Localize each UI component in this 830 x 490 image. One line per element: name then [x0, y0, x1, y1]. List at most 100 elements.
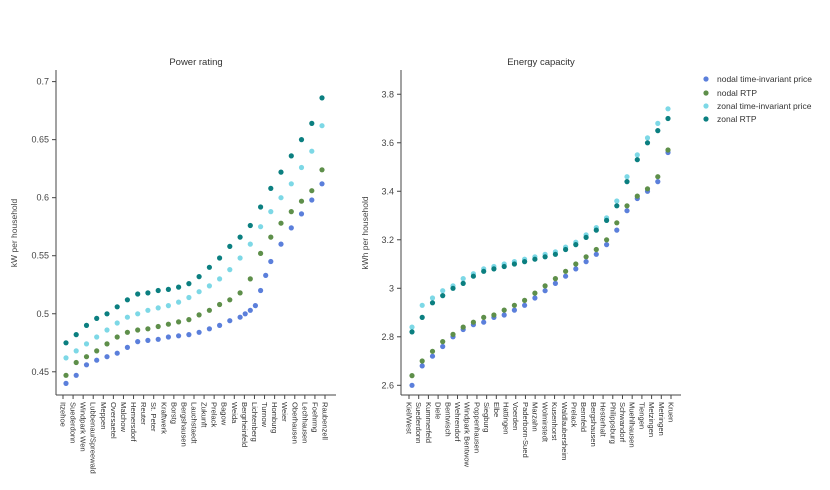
data-point	[165, 334, 171, 340]
data-point	[644, 186, 651, 192]
data-point	[114, 334, 120, 340]
energy-capacity-series-nodal-time-invariant-price	[409, 149, 671, 388]
data-point	[532, 256, 538, 262]
data-point	[155, 287, 161, 294]
x-tick-label: Foehrmg	[310, 402, 319, 432]
data-point	[655, 174, 661, 180]
data-point	[419, 363, 425, 369]
x-tick-label: Kiel/West	[405, 402, 414, 435]
data-point	[135, 291, 141, 297]
legend-marker	[703, 116, 709, 122]
energy-capacity-y-ticks: 2.6 2.8 3 3.2 3.4 3.6 3.8	[381, 89, 401, 390]
data-point	[624, 203, 630, 209]
y-tick-label: 0.45	[31, 367, 49, 377]
data-point	[196, 274, 202, 280]
data-point	[319, 181, 325, 187]
data-point	[206, 307, 212, 313]
data-point	[165, 286, 171, 292]
data-point	[440, 339, 446, 345]
energy-capacity-ylabel: kWh per household	[360, 196, 370, 270]
legend-item-zonal-time-invariant[interactable]: zonal time-invariant price	[703, 101, 812, 111]
data-point	[583, 259, 589, 265]
x-tick-label: Lubbenau/Spreewald	[89, 402, 98, 474]
data-point	[532, 290, 538, 296]
data-point	[124, 344, 130, 350]
legend-item-zonal-rtp[interactable]: zonal RTP	[703, 114, 757, 124]
data-point	[419, 314, 425, 320]
data-point	[217, 322, 223, 328]
x-tick-label: Elbe	[492, 402, 501, 417]
x-tick-label: Kraftwerk	[159, 402, 168, 434]
x-tick-label: Bergshausen	[179, 402, 188, 447]
x-tick-label: Malchow	[119, 402, 128, 432]
data-point	[604, 237, 610, 243]
data-point	[73, 359, 79, 366]
data-point	[460, 276, 466, 282]
data-point	[665, 115, 671, 122]
data-point	[309, 120, 315, 126]
data-point	[319, 123, 325, 129]
data-point	[196, 329, 202, 335]
x-tick-label: Wehrendorf	[453, 402, 462, 442]
x-tick-label: Prelack	[569, 402, 578, 428]
x-tick-label: Lechhausen	[300, 402, 309, 443]
data-point	[242, 311, 248, 317]
data-point	[665, 147, 671, 153]
data-point	[124, 314, 130, 320]
data-point	[450, 331, 456, 337]
data-point	[481, 314, 487, 320]
data-point	[206, 283, 212, 289]
data-point	[604, 242, 610, 248]
data-point	[252, 303, 258, 309]
data-point	[145, 290, 151, 296]
x-tick-label: Oversaetel	[109, 402, 118, 439]
data-point	[278, 169, 284, 175]
data-point	[114, 320, 120, 326]
power-rating-ylabel: kW per household	[9, 198, 19, 267]
data-point	[298, 164, 305, 171]
data-point	[268, 234, 274, 240]
energy-capacity-title: Energy capacity	[507, 57, 575, 68]
data-point	[94, 348, 100, 354]
power-rating-points	[63, 95, 325, 386]
x-tick-label: Hemersdorf	[129, 402, 138, 443]
data-point	[124, 329, 130, 335]
data-point	[94, 357, 100, 363]
data-point	[288, 209, 294, 215]
legend-item-nodal-rtp[interactable]: nodal RTP	[703, 88, 757, 98]
x-tick-label: Poppenhausen	[472, 402, 481, 453]
power-rating-series-zonal-time-invariant-price	[63, 123, 325, 361]
y-tick-label: 0.5	[36, 309, 49, 319]
data-point	[227, 267, 233, 273]
x-tick-label: Schwandorf	[618, 402, 627, 443]
data-point	[511, 302, 517, 308]
data-point	[573, 261, 579, 267]
data-point	[634, 152, 640, 158]
data-point	[481, 268, 487, 274]
x-tick-label: Siegburg	[482, 402, 491, 432]
data-point	[460, 280, 466, 286]
data-point	[563, 268, 569, 274]
energy-capacity-x-ticks: Kiel/West Suederdonn Kummerfeld Diele Bentwi…	[405, 395, 676, 468]
legend-item-nodal-time-invariant[interactable]: nodal time-invariant price	[703, 74, 812, 84]
data-point	[263, 272, 269, 278]
x-tick-label: Lichtenberg	[250, 402, 259, 442]
data-point	[624, 208, 630, 214]
y-tick-label: 0.65	[31, 135, 49, 145]
data-point	[73, 332, 79, 338]
data-point	[176, 284, 182, 290]
data-point	[614, 220, 620, 226]
data-point	[135, 327, 141, 333]
data-point	[491, 312, 497, 318]
x-tick-label: Windpark Wen	[79, 402, 88, 452]
data-point	[470, 319, 476, 325]
data-point	[135, 311, 141, 317]
data-point	[501, 307, 507, 313]
data-point	[237, 255, 243, 261]
x-tick-label: Itzehoe	[59, 402, 68, 427]
data-point	[186, 317, 192, 323]
data-point	[522, 302, 528, 308]
y-tick-label: 3.4	[381, 186, 394, 196]
data-point	[655, 120, 661, 126]
